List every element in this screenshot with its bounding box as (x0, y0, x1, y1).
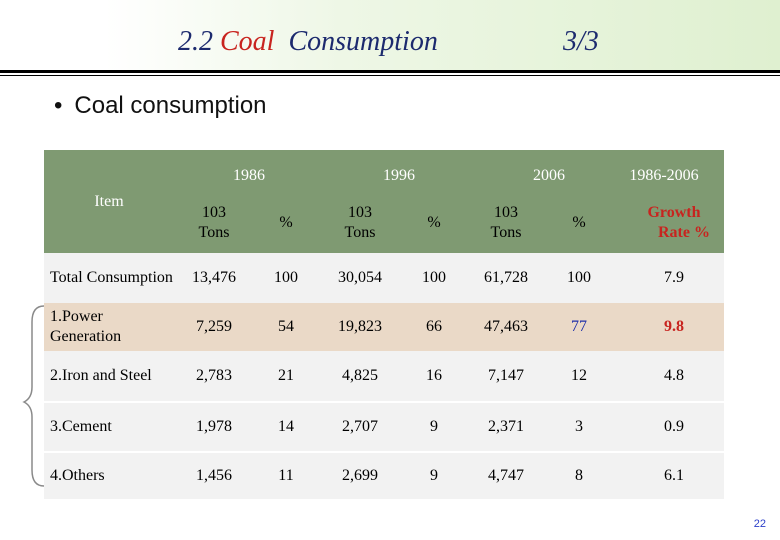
bullet-text: Coal consumption (74, 92, 267, 119)
table-row: 1.Power Generation 7,259 54 19,823 66 47… (44, 303, 724, 351)
table-row: 3.Cement 1,978 14 2,707 9 2,371 3 0.9 (44, 403, 724, 451)
slide-title: 2.2 Coal Consumption (178, 26, 438, 57)
cell-growth: 0.9 (664, 418, 684, 435)
cell-1986-tons: 7,259 (196, 318, 232, 335)
table-row: 2.Iron and Steel 2,783 21 4,825 16 7,147… (44, 351, 724, 401)
cell-growth: 7.9 (664, 269, 684, 286)
cell-1986-percent: 11 (278, 467, 294, 484)
title-rule-thin (0, 75, 780, 76)
header-growth-rate: Growth Rate % (647, 204, 710, 241)
cell-1986-percent: 14 (278, 418, 294, 435)
title-accent: Coal (220, 26, 275, 57)
header-1996-percent: % (427, 214, 441, 231)
cell-2006-percent: 8 (575, 467, 583, 484)
cell-2006-tons: 61,728 (484, 269, 528, 286)
cell-1996-tons: 2,699 (342, 467, 378, 484)
cell-2006-percent: 12 (571, 367, 587, 384)
page-number: 22 (753, 518, 766, 530)
cell-2006-tons: 47,463 (484, 318, 528, 335)
cell-1996-tons: 4,825 (342, 367, 378, 384)
cell-1986-tons: 1,978 (196, 418, 232, 435)
header-year-range: 1986-2006 (629, 167, 699, 184)
header-1986-percent: % (279, 214, 293, 231)
cell-1996-tons: 19,823 (338, 318, 382, 335)
cell-1996-percent: 100 (422, 269, 446, 286)
bullet-dot-icon: • (54, 92, 63, 119)
header-year-1986: 1986 (233, 167, 265, 184)
cell-1986-tons: 2,783 (196, 367, 232, 384)
title-rule-thick (0, 70, 780, 73)
table-header: Item 1986 1996 2006 1986-2006 103 Tons % … (44, 150, 724, 253)
cell-1986-percent: 54 (278, 318, 294, 335)
cell-2006-tons: 2,371 (488, 418, 524, 435)
slide-pager: 3/3 (563, 26, 599, 57)
cell-1996-tons: 30,054 (338, 269, 382, 286)
cell-growth: 9.8 (664, 318, 684, 335)
row-item: 4.Others (50, 467, 105, 484)
cell-1996-percent: 9 (430, 467, 438, 484)
cell-2006-tons: 4,747 (488, 467, 524, 484)
cell-1996-percent: 66 (426, 318, 442, 335)
cell-1986-tons: 13,476 (192, 269, 236, 286)
header-2006-tons: 103 Tons (490, 204, 522, 241)
table-row: 4.Others 1,456 11 2,699 9 4,747 8 6.1 (44, 453, 724, 499)
cell-1996-percent: 9 (430, 418, 438, 435)
cell-1986-tons: 1,456 (196, 467, 232, 484)
header-1986-tons: 103 Tons (198, 204, 230, 241)
row-item: 1.Power Generation (50, 308, 122, 345)
cell-1996-percent: 16 (426, 367, 442, 384)
bullet-line: • Coal consumption (54, 92, 267, 120)
table-row: Total Consumption 13,476 100 30,054 100 … (44, 253, 724, 303)
row-item: 3.Cement (50, 418, 112, 435)
header-2006-percent: % (572, 214, 586, 231)
cell-growth: 6.1 (664, 467, 684, 484)
header-1996-tons: 103 Tons (344, 204, 376, 241)
cell-2006-tons: 7,147 (488, 367, 524, 384)
cell-1996-tons: 2,707 (342, 418, 378, 435)
row-item: Total Consumption (50, 269, 173, 286)
cell-1986-percent: 21 (278, 367, 294, 384)
cell-2006-percent: 100 (567, 269, 591, 286)
header-item: Item (94, 192, 124, 210)
header-year-2006: 2006 (533, 167, 565, 184)
row-item: 2.Iron and Steel (50, 367, 152, 384)
header-background (105, 0, 780, 70)
cell-2006-percent: 3 (575, 418, 583, 435)
cell-1986-percent: 100 (274, 269, 298, 286)
cell-2006-percent: 77 (571, 318, 587, 335)
cell-growth: 4.8 (664, 367, 684, 384)
header-year-1996: 1996 (383, 167, 415, 184)
left-brace-icon (22, 305, 45, 487)
